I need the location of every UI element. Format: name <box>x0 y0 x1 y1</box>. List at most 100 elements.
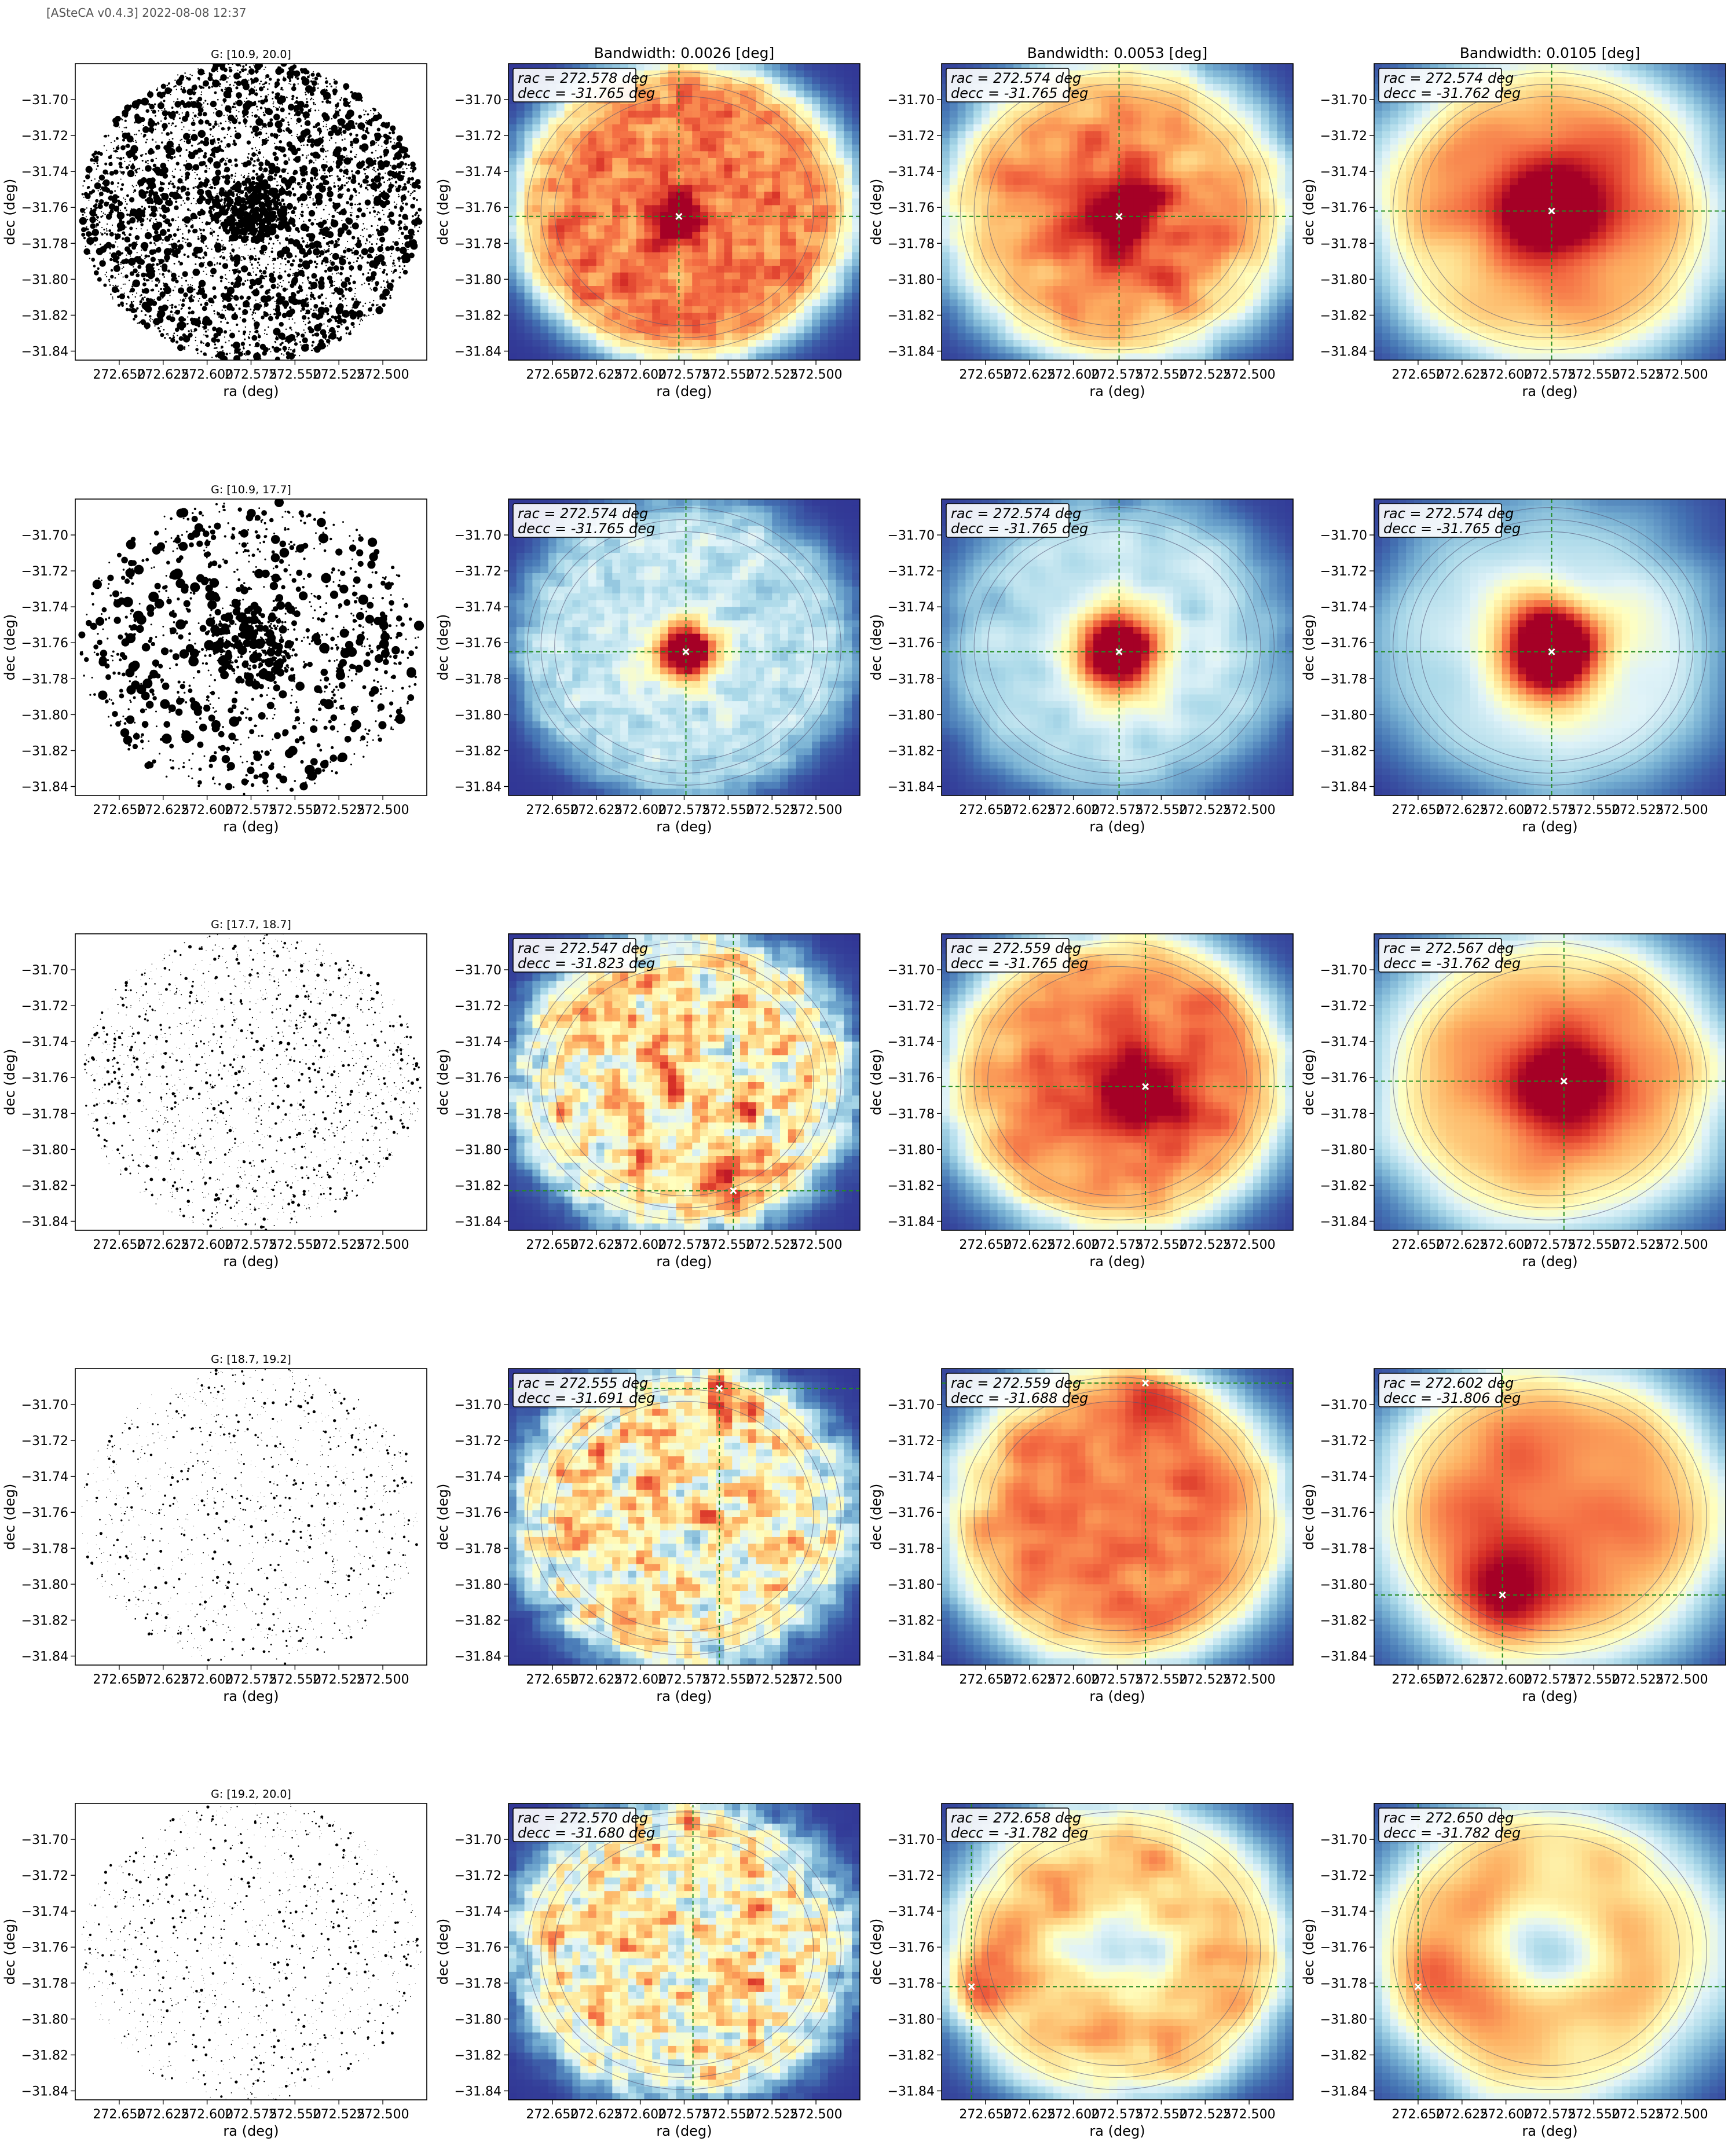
star-point <box>273 258 277 261</box>
star-point <box>103 145 105 146</box>
y-axis-label: dec (deg) <box>868 179 884 245</box>
star-point <box>377 160 384 167</box>
star-point <box>396 203 398 205</box>
star-point <box>185 75 187 78</box>
star-point <box>227 300 229 303</box>
star-point <box>335 108 337 109</box>
star-point <box>324 685 328 689</box>
star-point <box>350 248 353 252</box>
star-point <box>191 277 193 278</box>
star-point <box>397 574 401 578</box>
star-point <box>292 64 297 69</box>
star-point <box>92 580 102 589</box>
star-point <box>321 136 324 138</box>
x-tick-label: 272.500 <box>1656 368 1708 382</box>
star-point <box>402 155 406 159</box>
star-point <box>234 163 239 167</box>
star-point <box>258 116 260 119</box>
star-point <box>259 64 263 68</box>
star-point <box>210 609 213 611</box>
star-point <box>140 228 142 230</box>
star-point <box>109 258 113 262</box>
star-point <box>276 257 279 259</box>
star-point <box>329 226 331 229</box>
star-point <box>295 76 297 79</box>
star-point <box>219 276 224 280</box>
star-point <box>412 191 413 193</box>
star-point <box>295 701 298 703</box>
star-point <box>285 646 287 648</box>
star-point <box>177 335 178 336</box>
star-point <box>120 263 122 265</box>
star-point <box>85 245 86 247</box>
y-tick-label: −31.78 <box>888 237 935 251</box>
star-point <box>398 193 400 195</box>
star-point <box>249 255 253 259</box>
star-point <box>274 234 280 239</box>
star-point <box>97 267 100 270</box>
star-point <box>295 110 301 116</box>
star-point <box>121 252 124 255</box>
star-point <box>255 200 257 201</box>
star-point <box>232 143 233 145</box>
star-point <box>144 296 146 298</box>
star-point <box>375 267 376 269</box>
star-point <box>150 318 152 320</box>
star-point <box>137 260 139 262</box>
star-point <box>241 180 247 186</box>
star-point <box>233 72 241 80</box>
star-point <box>380 261 386 266</box>
star-point <box>340 134 343 136</box>
star-point <box>272 103 274 105</box>
star-point <box>401 199 402 201</box>
star-point <box>310 152 314 156</box>
star-point <box>272 599 275 603</box>
star-point <box>170 338 175 343</box>
star-point <box>147 163 149 164</box>
star-point <box>340 255 342 257</box>
star-point <box>89 216 96 223</box>
star-point <box>397 256 401 261</box>
star-point <box>109 209 114 214</box>
star-point <box>294 342 298 346</box>
star-point <box>200 350 203 353</box>
star-point <box>314 76 318 80</box>
star-point <box>203 325 207 329</box>
star-point <box>241 318 247 323</box>
star-point <box>211 300 215 304</box>
star-point <box>204 170 208 173</box>
star-point <box>133 189 137 192</box>
star-point <box>276 85 279 87</box>
star-point <box>393 271 395 273</box>
star-point <box>242 162 248 168</box>
star-point <box>230 135 232 138</box>
star-point <box>250 157 253 160</box>
star-point <box>351 221 353 223</box>
star-point <box>134 122 136 124</box>
star-point <box>151 131 153 134</box>
star-point <box>351 126 354 129</box>
star-point <box>284 350 286 352</box>
star-point <box>211 68 216 73</box>
star-point <box>290 268 291 270</box>
star-point <box>364 179 369 184</box>
star-point <box>358 536 364 542</box>
star-point <box>367 537 378 547</box>
star-point <box>381 135 383 137</box>
star-point <box>377 304 379 306</box>
star-point <box>383 141 386 144</box>
star-point <box>279 548 290 558</box>
star-point <box>375 306 383 314</box>
star-point <box>117 123 119 125</box>
star-point <box>178 76 184 82</box>
star-point <box>160 83 166 89</box>
star-point <box>275 336 279 340</box>
star-point <box>249 259 251 261</box>
star-point <box>115 234 118 237</box>
star-point <box>144 232 152 240</box>
star-point <box>217 234 219 237</box>
star-point <box>316 255 319 258</box>
star-point <box>119 236 121 237</box>
star-point <box>332 201 335 204</box>
y-tick-label: −31.74 <box>1320 165 1367 179</box>
